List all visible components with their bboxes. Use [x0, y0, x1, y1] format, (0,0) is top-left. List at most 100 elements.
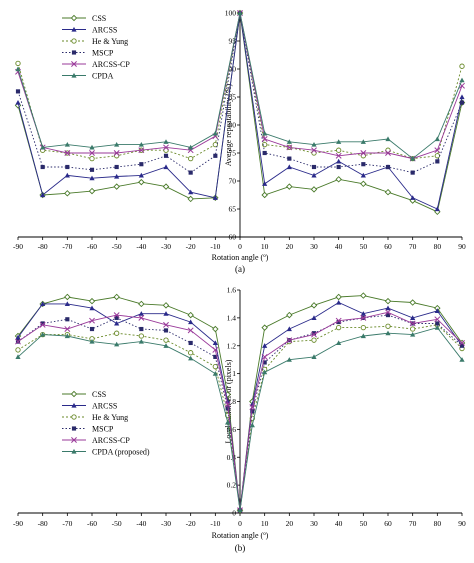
data-point	[187, 195, 194, 203]
data-point	[64, 190, 71, 197]
x-tick-label: -50	[112, 519, 122, 528]
panel-a-repeatability-chart: -90 -80 -70 -60 -50 -40 -30 -20 -10 0 10 20 30 40 50 60…	[13, 9, 466, 274]
series-line	[17, 324, 463, 511]
data-point	[188, 170, 193, 175]
data-point	[335, 293, 342, 301]
data-point	[434, 206, 440, 212]
x-tick-label: -40	[136, 519, 146, 528]
data-point	[286, 357, 292, 362]
data-point	[15, 66, 21, 72]
data-point	[262, 130, 268, 136]
x-tick-label: -80	[38, 242, 48, 251]
y-tick-label: 80	[229, 121, 237, 130]
data-point	[15, 354, 21, 359]
legend-entry: He & Yung	[92, 37, 128, 46]
data-point	[434, 325, 440, 330]
data-point	[113, 183, 120, 190]
data-point	[311, 337, 317, 343]
x-tick-label: 0	[238, 519, 242, 528]
legend-marker	[71, 448, 77, 454]
data-point	[64, 333, 70, 339]
data-point	[113, 150, 120, 156]
x-tick-label: 60	[384, 242, 392, 251]
data-point	[138, 142, 144, 147]
x-tick-label: -90	[13, 519, 23, 528]
data-point	[261, 324, 268, 331]
panel-label: (b)	[235, 543, 246, 553]
data-point	[138, 300, 145, 308]
x-tick-label: 50	[360, 519, 368, 528]
data-point	[459, 357, 465, 362]
data-point	[113, 312, 120, 319]
data-point	[40, 332, 46, 337]
data-point	[114, 164, 119, 170]
data-point	[385, 309, 391, 316]
data-point	[286, 326, 292, 332]
data-point	[310, 302, 318, 309]
data-point	[459, 340, 465, 346]
x-tick-label: 20	[286, 242, 294, 251]
data-point	[40, 164, 45, 170]
data-point	[40, 321, 45, 326]
legend: CSS ARCSS He & Yung MSCP ARCSS-CP CPDA (propo…	[62, 390, 150, 456]
y-tick-label: 1.2	[227, 341, 237, 350]
data-point	[336, 164, 341, 170]
panel-label: (a)	[235, 264, 245, 274]
data-point	[89, 144, 95, 150]
y-axis-label: Average repeatability (%)	[224, 83, 233, 166]
data-point	[212, 195, 218, 200]
data-point	[40, 301, 46, 307]
data-point	[410, 326, 416, 332]
x-tick-label: 40	[335, 519, 343, 528]
legend-marker	[71, 426, 77, 431]
data-point	[286, 164, 292, 170]
data-point	[212, 325, 219, 333]
data-point	[385, 305, 391, 311]
data-point	[188, 340, 193, 346]
y-tick-label: 1	[232, 369, 236, 378]
y-tick-label: 65	[229, 205, 237, 214]
data-point	[434, 308, 440, 313]
data-point	[410, 315, 416, 320]
legend-entry: CPDA (proposed)	[92, 447, 150, 456]
data-point	[163, 328, 169, 333]
x-tick-label: -50	[112, 242, 122, 251]
data-point	[15, 338, 21, 345]
data-point	[385, 330, 391, 336]
data-point	[89, 305, 95, 311]
data-point	[15, 347, 21, 353]
data-point	[336, 147, 342, 153]
data-point	[15, 89, 21, 94]
data-point	[15, 60, 21, 67]
data-point	[89, 150, 95, 156]
data-point	[212, 363, 218, 370]
data-point	[434, 153, 440, 159]
data-point	[188, 350, 194, 356]
data-point	[409, 320, 416, 327]
data-point	[336, 299, 342, 305]
data-point	[286, 144, 293, 151]
legend-entry: He & Yung	[92, 413, 128, 422]
y-tick-label: 75	[229, 149, 237, 158]
y-tick-label: 95	[229, 37, 237, 46]
data-point	[212, 346, 219, 353]
data-point	[88, 187, 96, 195]
data-point	[89, 175, 95, 181]
data-point	[434, 316, 441, 323]
data-point	[286, 337, 293, 344]
data-point	[360, 333, 366, 339]
data-point	[163, 343, 169, 348]
legend-entry: ARCSS	[92, 401, 117, 410]
data-point	[64, 172, 70, 178]
y-tick-label: 100	[225, 9, 237, 18]
x-tick-label: 60	[384, 519, 392, 528]
x-tick-label: -30	[161, 242, 171, 251]
x-tick-label: -20	[186, 519, 196, 528]
legend-marker	[71, 26, 77, 32]
data-point	[114, 315, 119, 320]
y-tick-label: 0	[232, 509, 236, 518]
data-point	[138, 147, 145, 154]
data-point	[89, 338, 95, 344]
data-point	[360, 311, 366, 316]
x-tick-label: -90	[13, 242, 23, 251]
